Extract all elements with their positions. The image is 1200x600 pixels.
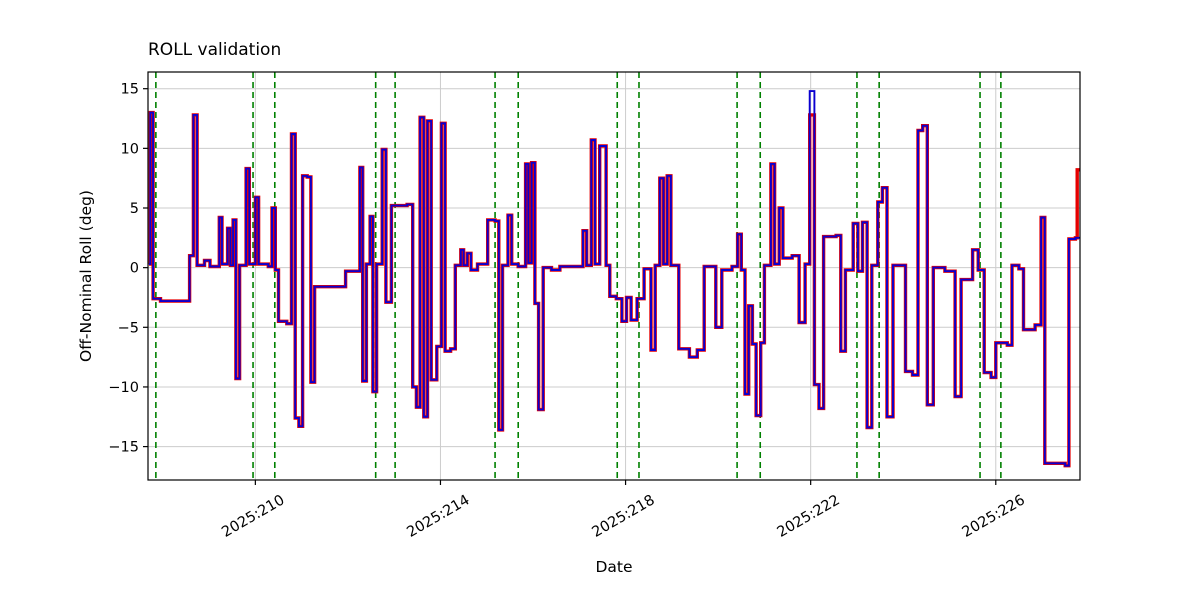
chart-title: ROLL validation [148,40,282,60]
x-tick-label: 2025:210 [219,492,287,541]
x-tick-label: 2025:222 [775,492,843,541]
x-tick-label: 2025:226 [960,492,1028,541]
x-tick-label: 2025:214 [404,492,472,541]
y-tick-label: 10 [121,141,139,157]
series-line-blue [148,90,1080,467]
x-tick-label: 2025:218 [589,492,657,541]
y-tick-label: −5 [118,320,139,336]
y-tick-label: −10 [108,380,139,396]
y-tick-label: 15 [121,82,139,98]
axes-border [147,71,1081,481]
y-axis-label: Off-Nominal Roll (deg) [77,190,95,362]
y-tick-label: 5 [130,201,139,217]
x-axis-label: Date [595,558,633,576]
plot-area [148,72,1080,480]
y-tick-label: 0 [130,261,139,277]
y-tick-label: −15 [108,440,139,456]
